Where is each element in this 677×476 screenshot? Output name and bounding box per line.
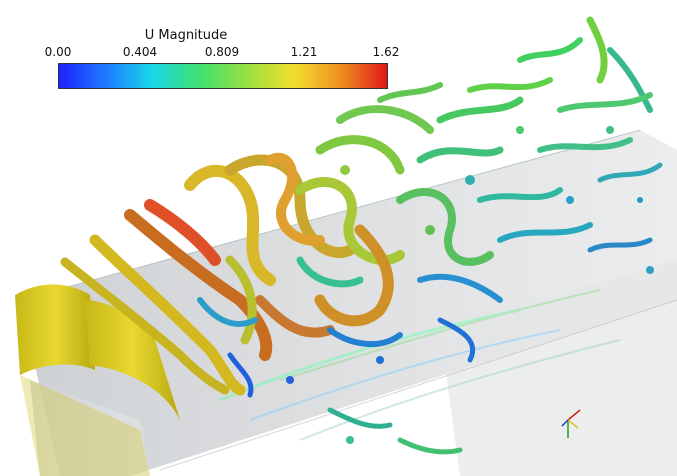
legend-tick-4: 1.62 [372,45,400,59]
legend-color-bar [58,63,388,89]
inlet-wall-blocks [15,284,180,476]
legend-tick-1: 0.404 [122,45,158,59]
legend-tick-3: 1.21 [290,45,318,59]
floor-flow-texture [219,289,621,441]
channel-floor [20,130,677,476]
orientation-axes-icon [561,409,581,438]
legend-title: U Magnitude [144,28,228,43]
spanwise-rollers [60,199,273,396]
legend-tick-0: 0.00 [44,45,72,59]
channel-front-face [30,380,150,476]
vortex-fragments [286,126,654,444]
color-legend: U Magnitude 0.00 0.404 0.809 1.21 1.62 [36,28,399,92]
legend-tick-2: 0.809 [204,45,240,59]
vortex-isosurfaces [184,16,663,455]
channel-side-wall [440,260,677,476]
